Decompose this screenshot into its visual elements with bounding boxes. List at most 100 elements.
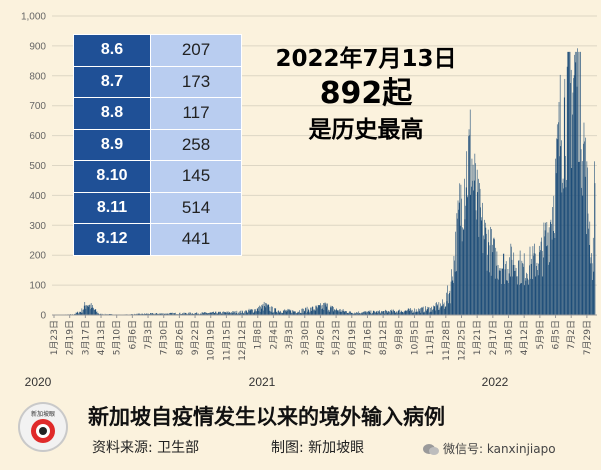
bar <box>349 311 350 315</box>
bar <box>134 313 135 315</box>
table-row: 8.6 207 <box>73 34 242 67</box>
bar <box>227 312 228 315</box>
bar <box>460 225 461 315</box>
bar <box>593 271 595 315</box>
bar <box>274 308 275 315</box>
bar <box>404 311 405 315</box>
bar <box>429 311 431 315</box>
bar <box>227 311 229 315</box>
x-tick-label: 12月12日 <box>237 320 248 361</box>
bar <box>327 311 329 315</box>
bar <box>379 312 381 315</box>
bar <box>304 310 306 315</box>
bar <box>485 227 487 315</box>
bar <box>300 313 302 315</box>
bar <box>525 280 527 315</box>
bar <box>487 229 489 315</box>
bar <box>484 222 486 315</box>
bar <box>550 219 552 315</box>
bar <box>390 310 392 315</box>
bar <box>483 239 485 315</box>
bar <box>504 269 506 315</box>
bar <box>207 313 209 315</box>
bar <box>139 313 140 315</box>
bar <box>551 224 552 315</box>
bar <box>531 258 533 315</box>
bar <box>222 311 223 315</box>
x-tick-label: 8月12日 <box>378 320 389 355</box>
bar <box>343 312 345 315</box>
bar <box>150 313 152 315</box>
bar <box>547 232 549 315</box>
bar <box>574 54 575 315</box>
bar <box>283 311 285 315</box>
bar <box>83 305 85 315</box>
bar <box>502 268 504 315</box>
bar <box>545 246 547 315</box>
bar <box>537 275 539 315</box>
bar <box>236 310 238 315</box>
bar <box>326 303 328 315</box>
bar <box>371 313 372 315</box>
bar <box>309 312 310 315</box>
bar <box>453 282 454 315</box>
bar <box>321 309 322 315</box>
bar <box>222 313 224 315</box>
bar <box>208 313 210 315</box>
bar <box>577 51 579 315</box>
bar <box>422 307 423 315</box>
x-tick-label: 7月30日 <box>159 320 170 355</box>
bar <box>452 280 454 315</box>
bar <box>577 48 578 316</box>
bar <box>332 306 334 315</box>
data-source: 资料来源: 卫生部 <box>92 440 200 456</box>
bar <box>532 246 534 315</box>
bar <box>260 308 262 315</box>
table-row: 8.11 514 <box>73 191 242 224</box>
bar <box>469 135 470 315</box>
bar <box>91 307 93 315</box>
bar <box>345 310 347 315</box>
wechat-label: 微信号: kanxinjiapo <box>443 442 556 456</box>
bar <box>335 310 336 315</box>
bar <box>464 178 465 315</box>
bar <box>400 312 401 315</box>
bar <box>529 265 530 315</box>
bar <box>393 309 394 315</box>
bar <box>291 312 292 315</box>
x-tick-label: 12月25日 <box>456 320 467 361</box>
bar <box>487 254 488 315</box>
bar <box>518 260 520 315</box>
bar <box>500 268 502 315</box>
bar <box>367 311 368 315</box>
bar <box>151 313 153 315</box>
bar <box>80 311 82 315</box>
bar <box>329 311 331 315</box>
bar <box>419 308 421 315</box>
bar <box>348 312 350 315</box>
bar <box>78 313 80 315</box>
bar <box>214 312 216 315</box>
bar <box>182 313 184 315</box>
bar <box>465 205 466 315</box>
x-tick-label: 5月23日 <box>331 320 342 355</box>
bar <box>514 264 516 315</box>
bar <box>558 102 560 315</box>
bar <box>331 307 332 315</box>
bar <box>560 146 562 315</box>
bar <box>211 312 212 315</box>
bar <box>428 307 430 315</box>
bar <box>298 312 300 315</box>
headline-note: 是历史最高 <box>308 117 424 143</box>
bar <box>233 311 234 315</box>
row-count: 145 <box>150 160 242 193</box>
bar <box>461 241 463 315</box>
bar <box>75 312 77 315</box>
bar <box>414 308 415 315</box>
bar <box>218 312 220 315</box>
bar <box>174 313 176 315</box>
bar <box>273 312 274 315</box>
bar <box>453 256 455 315</box>
bar <box>240 310 241 315</box>
x-tick-label: 9月8日 <box>394 320 405 349</box>
